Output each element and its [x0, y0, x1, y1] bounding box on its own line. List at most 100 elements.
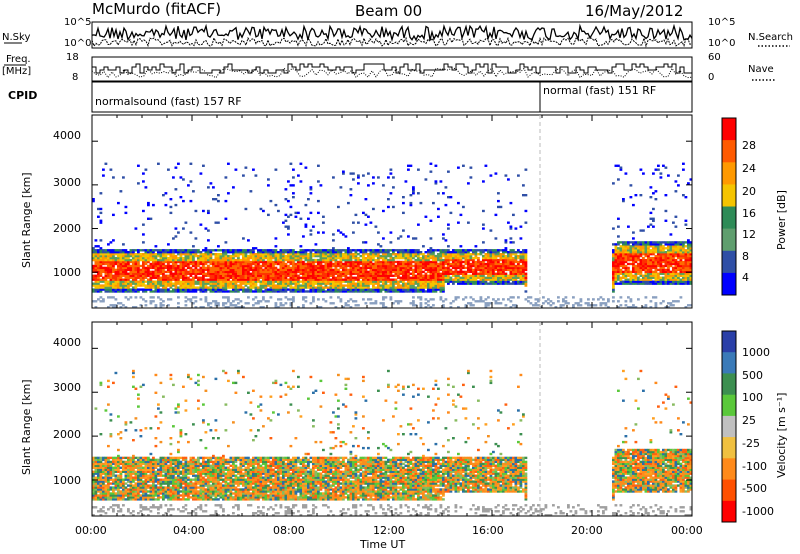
heatmap-cell: [424, 258, 428, 262]
heatmap-cell: [167, 264, 170, 268]
heatmap-cell: [244, 274, 248, 277]
heatmap-cell: [502, 278, 505, 281]
heatmap-cell: [647, 274, 650, 277]
heatmap-cell: [207, 211, 210, 215]
freq-tick-bottom: 8: [72, 72, 79, 83]
heatmap-cell: [497, 298, 500, 301]
heatmap-cell: [464, 296, 468, 299]
heatmap-cell: [187, 272, 190, 275]
heatmap-cell: [217, 249, 220, 252]
heatmap-cell: [664, 241, 668, 244]
heatmap-cell: [682, 256, 685, 260]
heatmap-cell: [199, 290, 203, 293]
heatmap-cell: [129, 272, 133, 275]
heatmap-cell: [617, 274, 620, 277]
heatmap-cell: [217, 304, 220, 307]
heatmap-cell: [472, 258, 475, 262]
heatmap-cell: [194, 300, 198, 303]
heatmap-cell: [442, 262, 445, 266]
heatmap-cell: [239, 300, 243, 303]
heatmap-cell: [302, 286, 305, 289]
heatmap-cell: [417, 284, 420, 287]
heatmap-cell: [234, 264, 238, 268]
heatmap-cell: [347, 251, 350, 254]
heatmap-cell: [277, 251, 280, 254]
heatmap-cell: [624, 268, 628, 272]
heatmap-cell: [372, 264, 375, 268]
heatmap-cell: [322, 274, 325, 277]
heatmap-cell: [682, 253, 685, 256]
heatmap-cell: [369, 262, 373, 266]
heatmap-cell: [94, 286, 98, 289]
heatmap-cell: [524, 280, 528, 283]
heatmap-cell: [147, 256, 150, 260]
heatmap-cell: [249, 264, 253, 268]
heatmap-cell: [647, 251, 650, 254]
heatmap-cell: [262, 278, 265, 281]
heatmap-cell: [404, 249, 408, 252]
heatmap-cell: [669, 249, 673, 252]
heatmap-cell: [277, 209, 280, 213]
heatmap-cell: [684, 280, 688, 283]
heatmap-cell: [107, 290, 110, 293]
heatmap-cell: [407, 256, 410, 260]
heatmap-cell: [374, 290, 378, 293]
heatmap-cell: [317, 180, 320, 183]
heatmap-cell: [229, 304, 233, 307]
heatmap-cell: [504, 272, 508, 275]
heatmap-cell: [254, 288, 258, 291]
heatmap-cell: [359, 251, 363, 254]
heatmap-cell: [139, 254, 143, 258]
heatmap-cell: [299, 290, 303, 293]
heatmap-cell: [217, 194, 220, 197]
heatmap-cell: [154, 264, 158, 268]
heatmap-cell: [92, 498, 95, 501]
heatmap-cell: [174, 260, 178, 264]
heatmap-cell: [474, 262, 478, 266]
heatmap-cell: [304, 262, 308, 266]
heatmap-cell: [339, 276, 343, 279]
heatmap-cell: [429, 170, 433, 173]
heatmap-cell: [97, 464, 100, 467]
heatmap-cell: [122, 256, 125, 260]
heatmap-cell: [422, 253, 425, 256]
heatmap-cell: [269, 270, 273, 274]
heatmap-cell: [427, 253, 430, 256]
heatmap-cell: [209, 288, 213, 291]
heatmap-cell: [279, 302, 283, 305]
heatmap-cell: [669, 274, 673, 277]
heatmap-cell: [497, 282, 500, 285]
heatmap-cell: [317, 276, 320, 279]
heatmap-cell: [127, 276, 130, 279]
heatmap-cell: [279, 253, 283, 256]
heatmap-cell: [219, 264, 223, 268]
heatmap-cell: [407, 278, 410, 281]
heatmap-cell: [147, 203, 150, 207]
heatmap-cell: [392, 205, 395, 209]
heatmap-cell: [352, 282, 355, 285]
heatmap-cell: [512, 270, 515, 274]
heatmap-cell: [232, 266, 235, 270]
heatmap-cell: [524, 274, 528, 277]
heatmap-cell: [664, 268, 668, 272]
heatmap-cell: [509, 254, 513, 258]
heatmap-cell: [664, 274, 668, 277]
heatmap-cell: [662, 258, 665, 262]
heatmap-cell: [334, 266, 338, 270]
heatmap-cell: [169, 276, 173, 279]
heatmap-cell: [467, 266, 470, 270]
heatmap-cell: [144, 258, 148, 262]
heatmap-cell: [492, 272, 495, 275]
heatmap-cell: [402, 260, 405, 264]
heatmap-cell: [102, 280, 105, 283]
heatmap-cell: [232, 256, 235, 260]
heatmap-cell: [392, 266, 395, 270]
heatmap-cell: [619, 253, 623, 256]
heatmap-cell: [132, 264, 135, 268]
heatmap-cell: [624, 270, 628, 274]
heatmap-cell: [284, 256, 288, 260]
heatmap-cell: [672, 249, 675, 252]
heatmap-cell: [292, 280, 295, 283]
heatmap-cell: [192, 264, 195, 268]
heatmap-cell: [99, 514, 103, 517]
